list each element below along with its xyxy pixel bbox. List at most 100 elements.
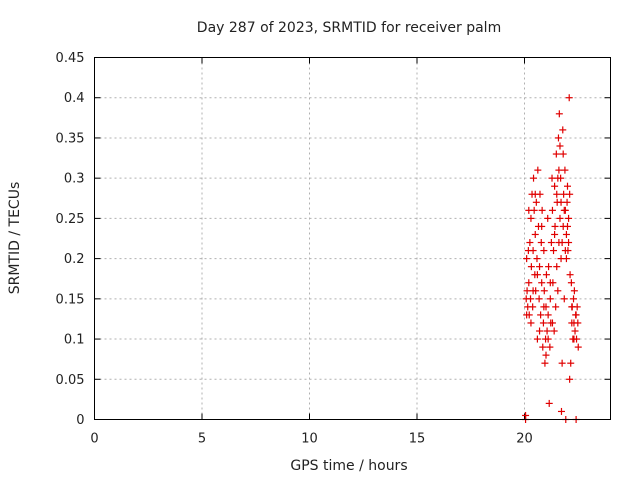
- data-point: [539, 343, 547, 351]
- y-tick-label: 0.3: [64, 172, 85, 187]
- data-point: [562, 255, 570, 263]
- data-point: [533, 335, 541, 343]
- data-point: [560, 190, 568, 198]
- data-point: [570, 335, 578, 343]
- data-point: [542, 351, 550, 359]
- data-point: [531, 190, 539, 198]
- data-point: [527, 319, 535, 327]
- data-point: [550, 247, 558, 255]
- data-point: [529, 287, 537, 295]
- data-point: [544, 214, 552, 222]
- grid: [94, 57, 611, 420]
- data-point: [525, 311, 533, 319]
- data-point: [550, 327, 558, 335]
- data-point: [525, 206, 533, 214]
- data-point: [566, 190, 574, 198]
- data-point: [555, 166, 563, 174]
- data-point: [568, 303, 576, 311]
- data-point: [554, 287, 562, 295]
- data-point: [529, 303, 537, 311]
- data-point: [543, 327, 551, 335]
- data-point: [539, 319, 547, 327]
- data-point: [544, 335, 552, 343]
- data-point: [534, 166, 542, 174]
- data-point: [566, 375, 574, 383]
- data-point: [537, 311, 545, 319]
- data-point: [556, 214, 564, 222]
- data-point: [532, 198, 540, 206]
- data-point: [561, 247, 569, 255]
- data-point: [567, 279, 575, 287]
- data-point: [570, 287, 578, 295]
- data-point: [522, 411, 530, 419]
- data-point: [556, 142, 564, 150]
- y-tick-label: 0.25: [56, 212, 85, 227]
- y-tick-label: 0.45: [56, 51, 85, 66]
- data-point: [565, 239, 573, 247]
- data-point: [553, 190, 561, 198]
- data-point: [540, 287, 548, 295]
- data-point: [527, 263, 535, 271]
- data-point: [558, 359, 566, 367]
- x-tick-label: 15: [409, 432, 426, 447]
- data-point: [551, 182, 559, 190]
- data-point: [559, 126, 567, 134]
- data-point: [551, 230, 559, 238]
- data-point: [552, 303, 560, 311]
- data-point: [523, 255, 531, 263]
- data-point: [546, 295, 554, 303]
- y-tick-label: 0.35: [56, 131, 85, 146]
- data-point: [564, 182, 571, 190]
- data-point: [566, 271, 574, 279]
- data-point: [552, 150, 560, 158]
- y-tick-label: 0.1: [64, 333, 85, 348]
- data-point: [560, 295, 568, 303]
- data-point: [547, 239, 555, 247]
- data-point: [557, 198, 565, 206]
- data-point: [545, 399, 553, 407]
- y-tick-label: 0.05: [56, 373, 85, 388]
- data-point: [572, 311, 580, 319]
- data-point: [540, 247, 548, 255]
- data-point: [536, 327, 544, 335]
- plot-frame: [94, 57, 611, 420]
- data-point: [538, 279, 546, 287]
- data-point: [542, 271, 550, 279]
- data-point: [557, 407, 565, 415]
- y-tick-label: 0.2: [64, 252, 85, 267]
- data-point: [546, 343, 554, 351]
- x-axis-label: GPS time / hours: [290, 458, 407, 474]
- y-axis-label: SRMTID / TECUs: [7, 182, 23, 295]
- data-point: [548, 319, 556, 327]
- x-tick-label: 5: [198, 432, 206, 447]
- data-point: [538, 206, 546, 214]
- data-point: [527, 295, 535, 303]
- data-point: [536, 263, 544, 271]
- data-point: [541, 359, 549, 367]
- data-point: [570, 295, 578, 303]
- data-point: [567, 359, 575, 367]
- data-point: [560, 206, 568, 214]
- chart-title: Day 287 of 2023, SRMTID for receiver pal…: [197, 20, 501, 36]
- data-point: [551, 222, 559, 230]
- data-point: [574, 343, 582, 351]
- data-point: [535, 295, 543, 303]
- data-point: [554, 134, 562, 142]
- data-point: [523, 287, 531, 295]
- data-point: [533, 255, 541, 263]
- y-tick-label: 0: [76, 413, 84, 428]
- data-point: [558, 239, 566, 247]
- data-point: [565, 214, 573, 222]
- data-point: [531, 230, 539, 238]
- y-tick-label: 0.4: [64, 91, 85, 106]
- data-point: [525, 279, 533, 287]
- data-point: [565, 94, 573, 102]
- x-tick-label: 20: [516, 432, 533, 447]
- data-point: [526, 239, 534, 247]
- data-point: [554, 174, 562, 182]
- data-point: [574, 319, 582, 327]
- data-point: [562, 230, 570, 238]
- data-point: [563, 198, 571, 206]
- data-point: [546, 279, 554, 287]
